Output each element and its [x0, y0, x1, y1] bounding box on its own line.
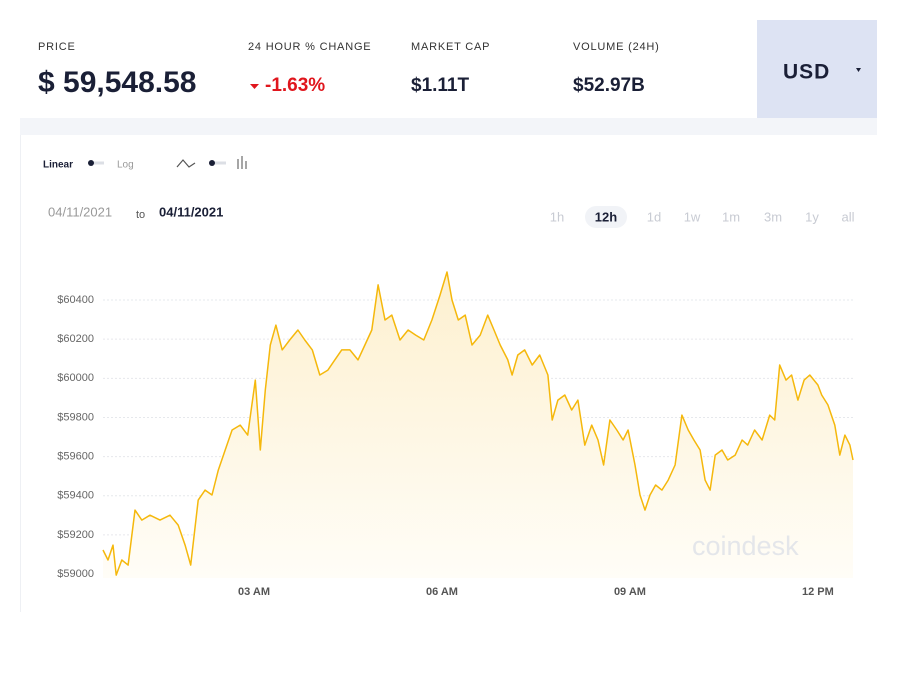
price-label: PRICE	[38, 41, 76, 53]
toggle-knob	[88, 160, 94, 166]
x-tick-label: 03 AM	[238, 586, 270, 598]
y-tick-label: $59800	[57, 411, 94, 423]
range-button[interactable]: 1y	[805, 209, 819, 224]
price-line	[102, 271, 854, 576]
change: -1.63%	[265, 75, 325, 96]
range-button[interactable]: 1h	[550, 209, 564, 224]
y-tick-label: $59000	[57, 568, 94, 580]
currency-caret	[856, 68, 861, 72]
watermark: coindesk	[692, 531, 799, 561]
date-sep: to	[136, 209, 145, 221]
x-tick-label: 09 AM	[614, 586, 646, 598]
y-tick-label: $59600	[57, 451, 94, 463]
y-tick-label: $60000	[57, 372, 94, 384]
volume-label: VOLUME (24H)	[573, 41, 660, 53]
range-button[interactable]: 12h	[595, 209, 617, 224]
date-from[interactable]: 04/11/2021	[48, 204, 112, 219]
range-button[interactable]: 1d	[647, 209, 661, 224]
line-icon[interactable]	[176, 159, 196, 168]
y-tick-label: $60200	[57, 333, 94, 345]
range-button[interactable]: all	[841, 209, 854, 224]
down-arrow	[250, 84, 259, 89]
divider	[20, 118, 877, 135]
x-tick-label: 12 PM	[802, 586, 834, 598]
range-selected-bg	[585, 206, 627, 228]
toggle-knob	[209, 160, 215, 166]
area	[103, 272, 853, 578]
market-cap: $1.11T	[411, 75, 469, 96]
y-tick-label: $60400	[57, 294, 94, 306]
date-to[interactable]: 04/11/2021	[159, 204, 223, 219]
y-tick-label: $59200	[57, 529, 94, 541]
volume: $52.97B	[573, 75, 645, 96]
range-button[interactable]: 1w	[684, 209, 701, 224]
y-tick-label: $59400	[57, 490, 94, 502]
price: $ 59,548.58	[38, 66, 196, 99]
range-button[interactable]: 1m	[722, 209, 740, 224]
currency[interactable]: USD	[783, 61, 830, 84]
linear-option[interactable]: Linear	[43, 160, 73, 171]
range-button[interactable]: 3m	[764, 209, 782, 224]
bar-icon[interactable]	[237, 156, 247, 169]
x-tick-label: 06 AM	[426, 586, 458, 598]
market-cap-label: MARKET CAP	[411, 41, 490, 53]
log-option[interactable]: Log	[117, 160, 134, 171]
change-label: 24 HOUR % CHANGE	[248, 41, 371, 53]
